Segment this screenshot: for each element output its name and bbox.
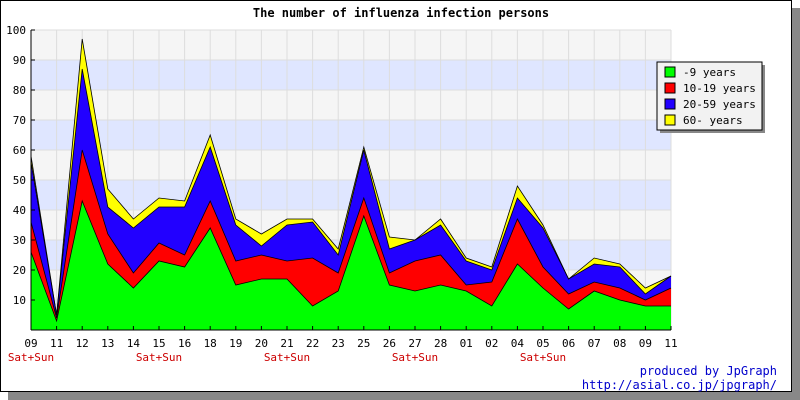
x-tick-label: 28 (434, 337, 447, 350)
y-tick-label: 60 (13, 144, 26, 157)
legend-swatch (664, 114, 676, 126)
area-outline (30, 199, 671, 323)
y-tick-label: 90 (13, 54, 26, 67)
legend-label: 20-59 years (683, 98, 756, 111)
weekend-label: Sat+Sun (264, 351, 310, 364)
x-tick-label: 08 (613, 337, 626, 350)
credit-line-2: http://asial.co.jp/jpgraph/ (581, 378, 777, 392)
y-tick-label: 10 (13, 294, 26, 307)
legend-label: 60- years (683, 114, 743, 127)
grid-band (31, 150, 671, 180)
x-tick-label: 04 (511, 337, 525, 350)
y-tick-label: 70 (13, 114, 26, 127)
grid-band (31, 120, 671, 150)
area-outline (30, 149, 672, 319)
weekend-label: Sat+Sun (8, 351, 54, 364)
y-tick-label: 50 (13, 174, 26, 187)
x-tick-label: 09 (639, 337, 652, 350)
x-tick-label: 27 (408, 337, 421, 350)
x-tick-label: 18 (204, 337, 217, 350)
x-tick-label: 16 (178, 337, 191, 350)
grid-band (31, 60, 671, 90)
legend-swatch (664, 82, 676, 94)
x-tick-label: 12 (76, 337, 89, 350)
x-tick-label: 06 (562, 337, 575, 350)
grid-band (31, 30, 671, 60)
x-tick-label: 20 (255, 337, 268, 350)
x-tick-label: 26 (383, 337, 396, 350)
x-tick-label: 22 (306, 337, 319, 350)
y-tick-label: 30 (13, 234, 26, 247)
weekend-label: Sat+Sun (392, 351, 438, 364)
weekend-label: Sat+Sun (520, 351, 566, 364)
legend-swatch (664, 98, 676, 110)
y-tick-label: 40 (13, 204, 26, 217)
x-tick-label: 02 (485, 337, 498, 350)
area-outline (30, 38, 672, 316)
y-tick-label: 100 (6, 24, 26, 37)
legend-label: -9 years (683, 66, 736, 79)
y-tick-label: 80 (13, 84, 26, 97)
x-tick-label: 07 (588, 337, 601, 350)
chart-frame: The number of influenza infection person… (0, 0, 792, 392)
x-tick-label: 21 (280, 337, 293, 350)
legend-label: 10-19 years (683, 82, 756, 95)
x-tick-label: 11 (50, 337, 63, 350)
weekend-label: Sat+Sun (136, 351, 182, 364)
x-tick-label: 14 (127, 337, 141, 350)
x-tick-label: 25 (357, 337, 370, 350)
chart-title: The number of influenza infection person… (253, 6, 549, 20)
x-tick-label: 19 (229, 337, 242, 350)
x-tick-label: 15 (152, 337, 165, 350)
x-tick-label: 23 (332, 337, 345, 350)
legend-swatch (664, 66, 676, 78)
influenza-area-chart: The number of influenza infection person… (6, 6, 765, 364)
grid-band (31, 90, 671, 120)
x-tick-label: 13 (101, 337, 114, 350)
y-tick-label: 20 (13, 264, 26, 277)
credit-line-1: produced by JpGraph (639, 364, 777, 378)
x-tick-label: 05 (536, 337, 549, 350)
area-9-years (31, 201, 671, 330)
x-tick-label: 09 (24, 337, 37, 350)
x-tick-label: 01 (460, 337, 473, 350)
x-tick-label: 11 (664, 337, 677, 350)
